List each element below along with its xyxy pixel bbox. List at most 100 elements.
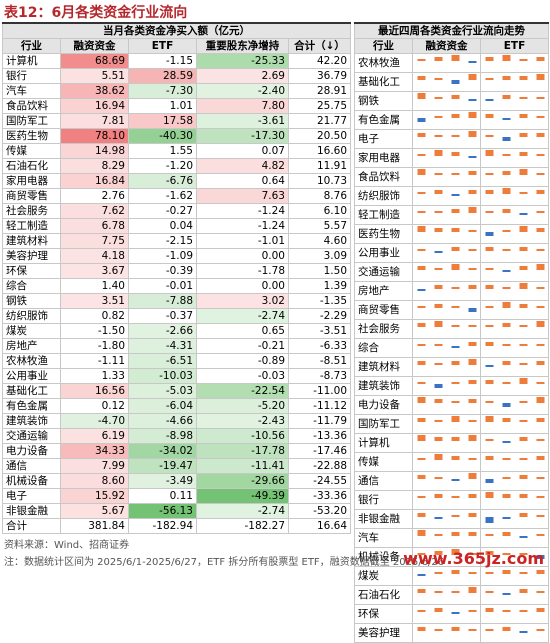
data-row: 汽车 bbox=[354, 528, 550, 548]
sparkbar bbox=[417, 150, 477, 158]
spark-bar bbox=[468, 513, 477, 517]
data-row: 传媒 14.98 1.55 0.07 16.60 bbox=[2, 143, 352, 159]
spark-bar bbox=[519, 152, 528, 156]
industry-cell: 传媒 bbox=[354, 452, 413, 472]
data-row: 建筑材料 7.75 -2.15 -1.01 4.60 bbox=[2, 233, 352, 249]
spark-bar bbox=[468, 61, 477, 63]
spark-bar bbox=[485, 57, 494, 61]
industry-cell: 有色金属 bbox=[2, 398, 61, 414]
spark-bar bbox=[468, 420, 477, 422]
spark-bar bbox=[451, 55, 460, 61]
spark-bar bbox=[451, 401, 460, 403]
data-row: 纺织服饰 bbox=[354, 186, 550, 206]
sparkbar-cell bbox=[479, 243, 550, 263]
sparkbar bbox=[417, 608, 477, 614]
data-row: 社会服务 7.62 -0.27 -1.24 6.10 bbox=[2, 203, 352, 219]
header-row: 行业 融资资金 ETF 重要股东净增持 合计（↓） bbox=[2, 38, 352, 54]
spark-bar bbox=[502, 382, 511, 384]
industry-cell: 纺织服饰 bbox=[2, 308, 61, 324]
sparkbar bbox=[417, 190, 477, 196]
spark-bar bbox=[485, 534, 494, 536]
sparkbar bbox=[417, 342, 477, 348]
value-cell: 0.04 bbox=[128, 218, 197, 234]
spark-bar bbox=[536, 456, 545, 460]
spark-bar bbox=[434, 572, 443, 574]
data-row: 煤炭 bbox=[354, 566, 550, 586]
spark-bar bbox=[451, 361, 460, 365]
value-cell: -8.51 bbox=[287, 353, 352, 369]
spark-bar bbox=[519, 363, 528, 365]
spark-bar bbox=[519, 437, 528, 441]
data-row: 建筑装饰 bbox=[354, 376, 550, 396]
spark-bar bbox=[502, 154, 511, 156]
value-cell: -2.43 bbox=[196, 413, 289, 429]
spark-bar bbox=[502, 344, 511, 346]
value-cell: -6.76 bbox=[128, 173, 197, 189]
data-row: 食品饮料 bbox=[354, 167, 550, 187]
industry-cell: 电子 bbox=[2, 488, 61, 504]
data-row: 钢铁 bbox=[354, 91, 550, 111]
spark-bar bbox=[451, 549, 460, 555]
sparkbar-cell bbox=[479, 452, 550, 472]
sparkbar-cell bbox=[479, 281, 550, 301]
value-cell: -53.20 bbox=[287, 503, 352, 519]
value-cell: 7.62 bbox=[60, 203, 129, 219]
industry-cell: 房地产 bbox=[354, 281, 413, 301]
spark-bar bbox=[502, 532, 511, 536]
spark-bar bbox=[502, 270, 511, 272]
spark-bar bbox=[451, 456, 460, 460]
industry-cell: 商贸零售 bbox=[2, 188, 61, 204]
value-cell: 21.77 bbox=[287, 113, 352, 129]
spark-bar bbox=[502, 171, 511, 175]
value-cell: -0.27 bbox=[128, 203, 197, 219]
industry-cell: 国防军工 bbox=[2, 113, 61, 129]
spark-bar bbox=[468, 359, 477, 365]
sparkbar-cell bbox=[479, 224, 550, 244]
spark-bar bbox=[485, 135, 494, 137]
industry-cell: 家用电器 bbox=[354, 148, 413, 168]
data-row: 煤炭 -1.50 -2.66 0.65 -3.51 bbox=[2, 323, 352, 339]
value-cell: 5.57 bbox=[287, 218, 352, 234]
sparkbar-cell bbox=[479, 528, 550, 548]
value-cell: -4.66 bbox=[128, 413, 197, 429]
spark-bar bbox=[485, 99, 494, 101]
sparkbar-cell bbox=[479, 490, 550, 510]
spark-bar bbox=[434, 251, 443, 253]
spark-bar bbox=[417, 93, 426, 99]
sparkbar bbox=[485, 532, 545, 538]
spark-bar bbox=[468, 494, 477, 498]
spark-bar bbox=[434, 551, 443, 555]
spark-bar bbox=[468, 458, 477, 460]
spark-bar bbox=[536, 477, 545, 479]
sparkbar-cell bbox=[479, 167, 550, 187]
spark-bar bbox=[468, 268, 477, 270]
spark-bar bbox=[451, 264, 460, 270]
spark-bar bbox=[485, 190, 494, 194]
spark-bar bbox=[485, 572, 494, 574]
value-cell: -10.03 bbox=[128, 368, 197, 384]
industry-cell: 电力设备 bbox=[354, 395, 413, 415]
sparkbar-cell bbox=[479, 357, 550, 377]
spark-bar bbox=[485, 150, 494, 156]
spark-bar bbox=[502, 441, 511, 443]
industry-cell: 非银金融 bbox=[2, 503, 61, 519]
value-cell: -22.54 bbox=[196, 383, 289, 399]
spark-bar bbox=[536, 74, 545, 80]
sparkbar-cell bbox=[412, 357, 481, 377]
industry-cell: 通信 bbox=[2, 458, 61, 474]
sparkbar bbox=[417, 473, 477, 481]
spark-bar bbox=[502, 230, 511, 232]
sparkbar bbox=[485, 627, 545, 633]
sparkbar-cell bbox=[479, 186, 550, 206]
industry-cell: 汽车 bbox=[2, 83, 61, 99]
spark-bar bbox=[502, 418, 511, 422]
spark-bar bbox=[536, 397, 545, 403]
spark-bar bbox=[485, 380, 494, 384]
spark-bar bbox=[451, 80, 460, 84]
data-row: 银行 5.51 28.59 2.69 36.79 bbox=[2, 68, 352, 84]
spark-bar bbox=[468, 325, 477, 327]
spark-bar bbox=[519, 304, 528, 308]
sparkbar bbox=[485, 551, 545, 559]
spark-bar bbox=[417, 344, 426, 346]
spark-bar bbox=[451, 591, 460, 593]
